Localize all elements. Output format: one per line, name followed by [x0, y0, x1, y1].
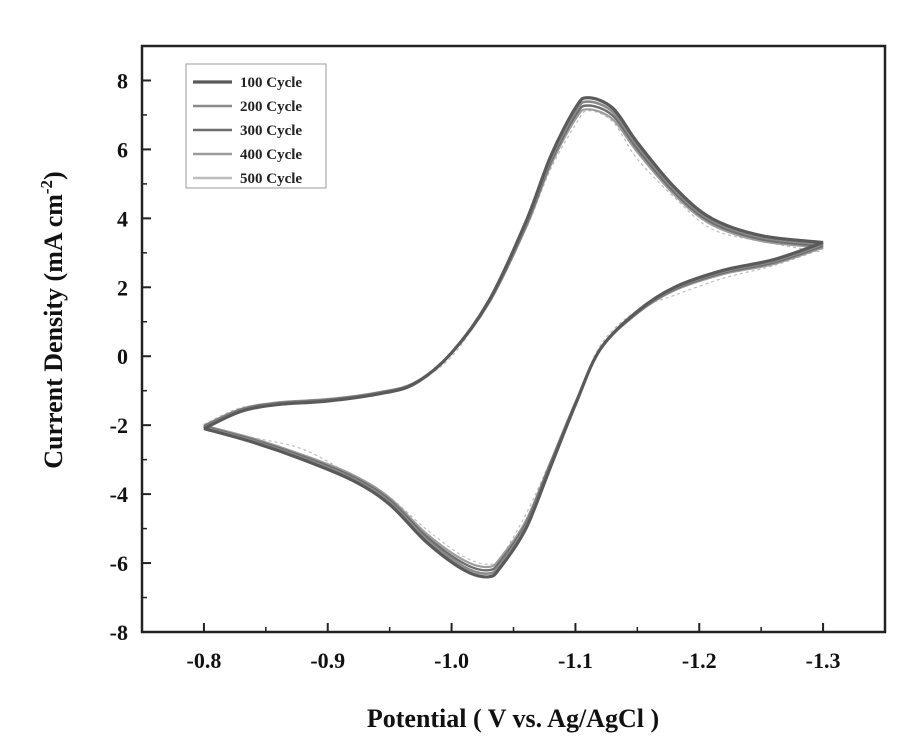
y-axis-title-close: ) — [39, 171, 68, 180]
x-tick-label: -1.1 — [558, 648, 593, 673]
y-axis-title-group: Current Density (mA cm-2) — [37, 171, 68, 468]
y-axis-title-superscript: -2 — [37, 180, 56, 194]
y-axis-title-main: Current Density (mA cm — [39, 194, 68, 469]
legend: 100 Cycle 200 Cycle 300 Cycle 400 Cycle 500 … — [185, 63, 327, 189]
series-line-reverse — [203, 248, 824, 565]
y-tick-label: 8 — [117, 68, 128, 93]
legend-label: 400 Cycle — [240, 147, 302, 163]
series-line-reverse — [203, 246, 824, 569]
series-line-reverse — [203, 240, 824, 579]
y-tick-label: -8 — [110, 620, 128, 645]
series-line-reverse — [203, 244, 824, 572]
data-curves — [203, 96, 824, 579]
legend-label: 300 Cycle — [240, 123, 302, 139]
y-tick-label: 6 — [117, 137, 128, 162]
y-axis-ticks: -8 -6 -4 -2 0 2 4 6 8 — [110, 45, 151, 645]
legend-label: 200 Cycle — [240, 99, 302, 115]
y-tick-label: -4 — [110, 482, 128, 507]
y-tick-label: 2 — [117, 275, 128, 300]
x-tick-label: -1.3 — [806, 648, 841, 673]
x-axis-ticks: -0.8 -0.9 -1.0 -1.1 -1.2 -1.3 — [141, 623, 886, 673]
legend-label: 500 Cycle — [240, 171, 302, 187]
legend-box — [185, 63, 327, 189]
y-tick-label: -6 — [110, 551, 128, 576]
x-tick-label: -0.9 — [310, 648, 345, 673]
legend-label: 100 Cycle — [240, 75, 302, 91]
x-tick-label: -1.2 — [682, 648, 717, 673]
y-tick-label: 4 — [117, 206, 128, 231]
y-tick-label: 0 — [117, 344, 128, 369]
x-axis-title: Potential ( V vs. Ag/AgCl ) — [367, 704, 659, 733]
series-line-reverse — [203, 242, 824, 575]
x-tick-label: -1.0 — [434, 648, 469, 673]
series-line-forward — [203, 96, 824, 431]
y-axis-title: Current Density (mA cm-2) — [37, 171, 68, 468]
x-tick-label: -0.8 — [187, 648, 222, 673]
y-tick-label: -2 — [110, 413, 128, 438]
